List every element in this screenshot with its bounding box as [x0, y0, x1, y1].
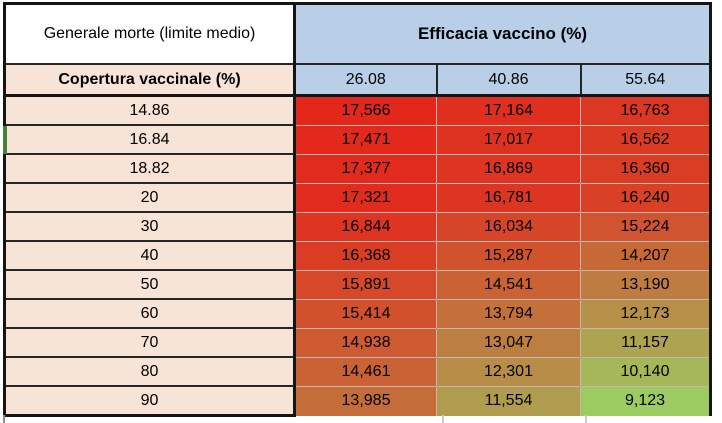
- grid-tick: [3, 415, 5, 423]
- table-row: 18.82 17,377 16,869 16,360: [3, 153, 711, 184]
- coverage-cell[interactable]: 70: [3, 327, 296, 358]
- table-row: 14.86 17,566 17,164 16,763: [3, 94, 711, 126]
- value-cell[interactable]: 15,414: [294, 298, 437, 329]
- corner-header-cell[interactable]: Generale morte (limite medio): [3, 2, 296, 65]
- value-cell[interactable]: 13,794: [436, 298, 581, 329]
- coverage-cell[interactable]: 30: [3, 211, 296, 242]
- value-cell[interactable]: 16,034: [436, 211, 581, 242]
- efficacy-group-header-cell[interactable]: Efficacia vaccino (%): [293, 2, 712, 65]
- table-row: 30 16,844 16,034 15,224: [3, 211, 711, 242]
- value-cell[interactable]: 13,985: [294, 385, 437, 416]
- value-cell[interactable]: 13,047: [436, 327, 581, 358]
- coverage-cell[interactable]: 50: [3, 269, 296, 300]
- table-row: 70 14,938 13,047 11,157: [3, 327, 711, 358]
- sheet-edge-marker: [3, 126, 7, 154]
- coverage-header-cell[interactable]: Copertura vaccinale (%): [3, 63, 296, 97]
- table-row: 40 16,368 15,287 14,207: [3, 240, 711, 271]
- value-cell[interactable]: 16,368: [294, 240, 437, 271]
- value-cell[interactable]: 12,173: [580, 298, 711, 329]
- value-cell[interactable]: 17,017: [436, 124, 581, 155]
- value-cell[interactable]: 17,566: [294, 95, 437, 126]
- table-row: 80 14,461 12,301 10,140: [3, 356, 711, 387]
- value-cell[interactable]: 15,891: [294, 269, 437, 300]
- efficacy-column-2[interactable]: 40.86: [435, 63, 582, 97]
- value-cell[interactable]: 10,140: [580, 356, 711, 387]
- table-row: 20 17,321 16,781 16,240: [3, 182, 711, 213]
- value-cell[interactable]: 14,938: [294, 327, 437, 358]
- coverage-cell[interactable]: 14.86: [3, 94, 296, 126]
- header-row-values: Copertura vaccinale (%) 26.08 40.86 55.6…: [3, 63, 712, 97]
- value-cell[interactable]: 15,287: [436, 240, 581, 271]
- value-cell[interactable]: 16,844: [294, 211, 437, 242]
- value-cell[interactable]: 11,157: [580, 327, 711, 358]
- coverage-cell[interactable]: 16.84: [3, 124, 296, 155]
- value-cell[interactable]: 17,321: [294, 182, 437, 213]
- value-cell[interactable]: 13,190: [580, 269, 711, 300]
- value-cell[interactable]: 16,763: [580, 95, 711, 126]
- value-cell[interactable]: 17,164: [436, 95, 581, 126]
- efficacy-column-1[interactable]: 26.08: [293, 63, 438, 97]
- value-cell[interactable]: 14,541: [436, 269, 581, 300]
- coverage-cell[interactable]: 40: [3, 240, 296, 271]
- efficacy-column-3[interactable]: 55.64: [579, 63, 712, 97]
- value-cell[interactable]: 16,562: [580, 124, 711, 155]
- value-cell[interactable]: 9,123: [580, 385, 711, 416]
- value-cell[interactable]: 16,360: [580, 153, 711, 184]
- value-cell[interactable]: 12,301: [436, 356, 581, 387]
- header-row-top: Generale morte (limite medio) Efficacia …: [3, 2, 712, 65]
- table-row: 60 15,414 13,794 12,173: [3, 298, 711, 329]
- coverage-cell[interactable]: 20: [3, 182, 296, 213]
- value-cell[interactable]: 15,224: [580, 211, 711, 242]
- table-row: 50 15,891 14,541 13,190: [3, 269, 711, 300]
- value-cell[interactable]: 14,207: [580, 240, 711, 271]
- value-cell[interactable]: 14,461: [294, 356, 437, 387]
- grid-tick: [442, 415, 444, 423]
- coverage-cell[interactable]: 18.82: [3, 153, 296, 184]
- coverage-cell[interactable]: 80: [3, 356, 296, 387]
- value-cell[interactable]: 11,554: [436, 385, 581, 416]
- value-cell[interactable]: 16,781: [436, 182, 581, 213]
- value-cell[interactable]: 17,377: [294, 153, 437, 184]
- value-cell[interactable]: 16,240: [580, 182, 711, 213]
- table-row: 16.84 17,471 17,017 16,562: [3, 124, 711, 155]
- grid-tick: [585, 415, 587, 423]
- coverage-cell[interactable]: 90: [3, 385, 296, 417]
- table-row: 90 13,985 11,554 9,123: [3, 385, 711, 417]
- efficacy-table: Generale morte (limite medio) Efficacia …: [3, 2, 712, 417]
- value-cell[interactable]: 16,869: [436, 153, 581, 184]
- coverage-cell[interactable]: 60: [3, 298, 296, 329]
- value-cell[interactable]: 17,471: [294, 124, 437, 155]
